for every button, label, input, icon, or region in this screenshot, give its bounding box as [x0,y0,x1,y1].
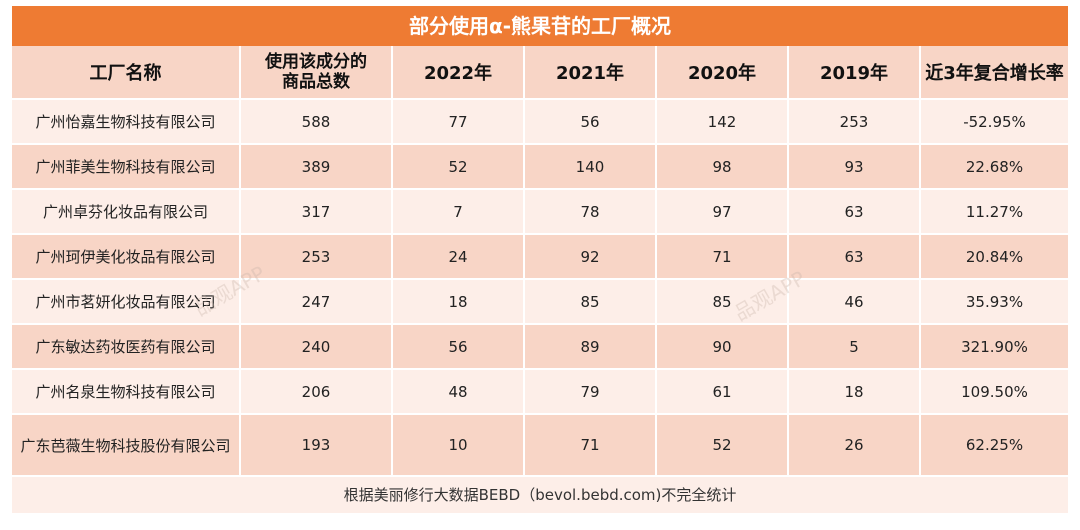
cell-total: 389 [240,144,393,190]
cell-2021: 79 [524,369,657,415]
table-row: 广州菲美生物科技有限公司 389 52 140 98 93 22.68% [12,144,1068,190]
cell-2022: 10 [392,414,525,477]
cell-growth: 321.90% [920,324,1068,370]
header-2019: 2019年 [788,46,921,100]
cell-2019: 93 [788,144,921,190]
cell-total: 247 [240,279,393,325]
cell-growth: 22.68% [920,144,1068,190]
cell-factory: 广东芭薇生物科技股份有限公司 [12,414,241,477]
factory-table-panel: 部分使用α-熊果苷的工厂概况 工厂名称 使用该成分的 商品总数 2022年 20… [12,6,1068,515]
table-row: 广州名泉生物科技有限公司 206 48 79 61 18 109.50% [12,369,1068,415]
header-total-line2: 商品总数 [282,72,350,92]
cell-total: 206 [240,369,393,415]
cell-2020: 142 [656,99,789,145]
cell-2020: 61 [656,369,789,415]
cell-2022: 52 [392,144,525,190]
cell-growth: 11.27% [920,189,1068,235]
cell-2019: 26 [788,414,921,477]
cell-2022: 48 [392,369,525,415]
cell-growth: -52.95% [920,99,1068,145]
cell-factory: 广东敏达药妆医药有限公司 [12,324,241,370]
cell-2019: 63 [788,234,921,280]
cell-2022: 56 [392,324,525,370]
cell-factory: 广州名泉生物科技有限公司 [12,369,241,415]
cell-2020: 85 [656,279,789,325]
cell-2022: 18 [392,279,525,325]
cell-2021: 140 [524,144,657,190]
cell-2019: 18 [788,369,921,415]
cell-growth: 109.50% [920,369,1068,415]
table-row: 广州怡嘉生物科技有限公司 588 77 56 142 253 -52.95% [12,99,1068,145]
cell-2021: 89 [524,324,657,370]
table-row: 广东芭薇生物科技股份有限公司 193 10 71 52 26 62.25% [12,414,1068,477]
cell-2019: 63 [788,189,921,235]
header-total-line1: 使用该成分的 [265,52,367,72]
cell-2021: 92 [524,234,657,280]
cell-2021: 56 [524,99,657,145]
cell-factory: 广州卓芬化妆品有限公司 [12,189,241,235]
source-footnote: 根据美丽修行大数据BEBD（bevol.bebd.com)不完全统计 [12,477,1068,513]
cell-growth: 62.25% [920,414,1068,477]
table-row: 广东敏达药妆医药有限公司 240 56 89 90 5 321.90% [12,324,1068,370]
header-2022: 2022年 [392,46,525,100]
cell-factory: 广州珂伊美化妆品有限公司 [12,234,241,280]
cell-2019: 46 [788,279,921,325]
cell-2022: 24 [392,234,525,280]
cell-2021: 71 [524,414,657,477]
cell-growth: 20.84% [920,234,1068,280]
header-total-products: 使用该成分的 商品总数 [240,46,393,100]
header-factory: 工厂名称 [12,46,241,100]
factory-table: 工厂名称 使用该成分的 商品总数 2022年 2021年 2020年 2019年… [12,46,1068,477]
cell-total: 588 [240,99,393,145]
cell-2021: 78 [524,189,657,235]
cell-2020: 71 [656,234,789,280]
cell-2022: 7 [392,189,525,235]
table-row: 广州市茗妍化妆品有限公司 247 18 85 85 46 35.93% [12,279,1068,325]
cell-2020: 90 [656,324,789,370]
header-2020: 2020年 [656,46,789,100]
header-growth: 近3年复合增长率 [920,46,1068,100]
cell-2020: 98 [656,144,789,190]
table-header-row: 工厂名称 使用该成分的 商品总数 2022年 2021年 2020年 2019年… [12,46,1068,100]
table-title: 部分使用α-熊果苷的工厂概况 [12,6,1068,46]
cell-2021: 85 [524,279,657,325]
cell-2019: 5 [788,324,921,370]
header-2021: 2021年 [524,46,657,100]
cell-factory: 广州菲美生物科技有限公司 [12,144,241,190]
cell-growth: 35.93% [920,279,1068,325]
cell-total: 253 [240,234,393,280]
cell-2022: 77 [392,99,525,145]
cell-factory: 广州怡嘉生物科技有限公司 [12,99,241,145]
cell-2020: 97 [656,189,789,235]
cell-total: 193 [240,414,393,477]
cell-factory: 广州市茗妍化妆品有限公司 [12,279,241,325]
cell-2020: 52 [656,414,789,477]
cell-2019: 253 [788,99,921,145]
table-row: 广州珂伊美化妆品有限公司 253 24 92 71 63 20.84% [12,234,1068,280]
table-row: 广州卓芬化妆品有限公司 317 7 78 97 63 11.27% [12,189,1068,235]
cell-total: 240 [240,324,393,370]
cell-total: 317 [240,189,393,235]
